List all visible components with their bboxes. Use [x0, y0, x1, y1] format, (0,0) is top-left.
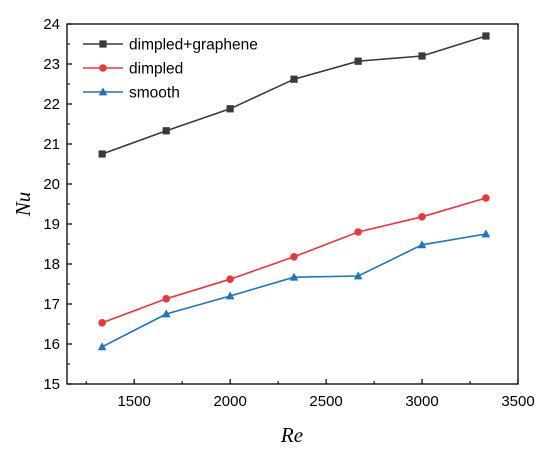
data-point: [418, 52, 426, 60]
legend-label: smooth: [129, 85, 180, 102]
data-point: [98, 150, 106, 158]
x-axis: 1500 2000 2500 3000 3500: [85, 379, 535, 410]
data-point: [290, 252, 298, 261]
data-point: [162, 295, 171, 303]
series-dimpled-graphene: [98, 32, 490, 158]
y-tick-label: 21: [43, 136, 60, 153]
y-tick-label: 19: [43, 216, 60, 233]
series-dimpled: [98, 194, 490, 327]
data-point: [289, 272, 299, 281]
data-point: [290, 75, 298, 83]
legend-item: dimpled: [83, 61, 183, 78]
y-axis-title: Nu: [11, 192, 35, 218]
legend-item: smooth: [83, 85, 180, 102]
data-point: [418, 213, 426, 221]
x-tick-label: 3000: [405, 393, 438, 410]
y-tick-label: 20: [43, 176, 60, 193]
series-smooth: [97, 229, 491, 351]
data-point: [417, 240, 427, 249]
series-layer: [97, 32, 491, 351]
y-tick-label: 24: [43, 16, 60, 33]
data-point: [98, 319, 106, 327]
x-tick-label: 2000: [213, 393, 246, 410]
y-axis: 15 16 17 18 19 20 21 22 23 24: [43, 16, 72, 393]
y-tick-label: 15: [43, 376, 60, 393]
x-tick-label: 2500: [309, 393, 342, 410]
data-point: [481, 229, 491, 238]
data-point: [353, 271, 363, 280]
legend-marker: [99, 64, 107, 72]
legend-label: dimpled: [129, 61, 183, 78]
y-tick-label: 17: [43, 296, 60, 313]
data-point: [226, 105, 234, 113]
x-tick-label: 1500: [117, 393, 150, 410]
legend-label: dimpled+graphene: [129, 37, 258, 54]
data-point: [162, 127, 170, 135]
data-point: [354, 57, 362, 65]
legend-item: dimpled+graphene: [83, 37, 258, 54]
data-point: [225, 291, 235, 300]
data-point: [482, 32, 490, 40]
x-axis-title: Re: [280, 423, 303, 447]
y-tick-label: 16: [43, 336, 60, 353]
legend: dimpled+graphene dimpled smooth: [83, 37, 258, 102]
x-tick-label: 3500: [501, 393, 534, 410]
legend-marker: [99, 40, 107, 48]
data-point: [161, 309, 171, 318]
data-point: [482, 194, 490, 202]
y-tick-label: 23: [43, 56, 60, 73]
series-line: [101, 233, 487, 348]
y-tick-label: 18: [43, 256, 60, 273]
data-point: [97, 342, 107, 351]
legend-marker: [98, 87, 108, 96]
data-point: [226, 275, 234, 284]
data-point: [354, 228, 362, 236]
y-tick-label: 22: [43, 96, 60, 113]
